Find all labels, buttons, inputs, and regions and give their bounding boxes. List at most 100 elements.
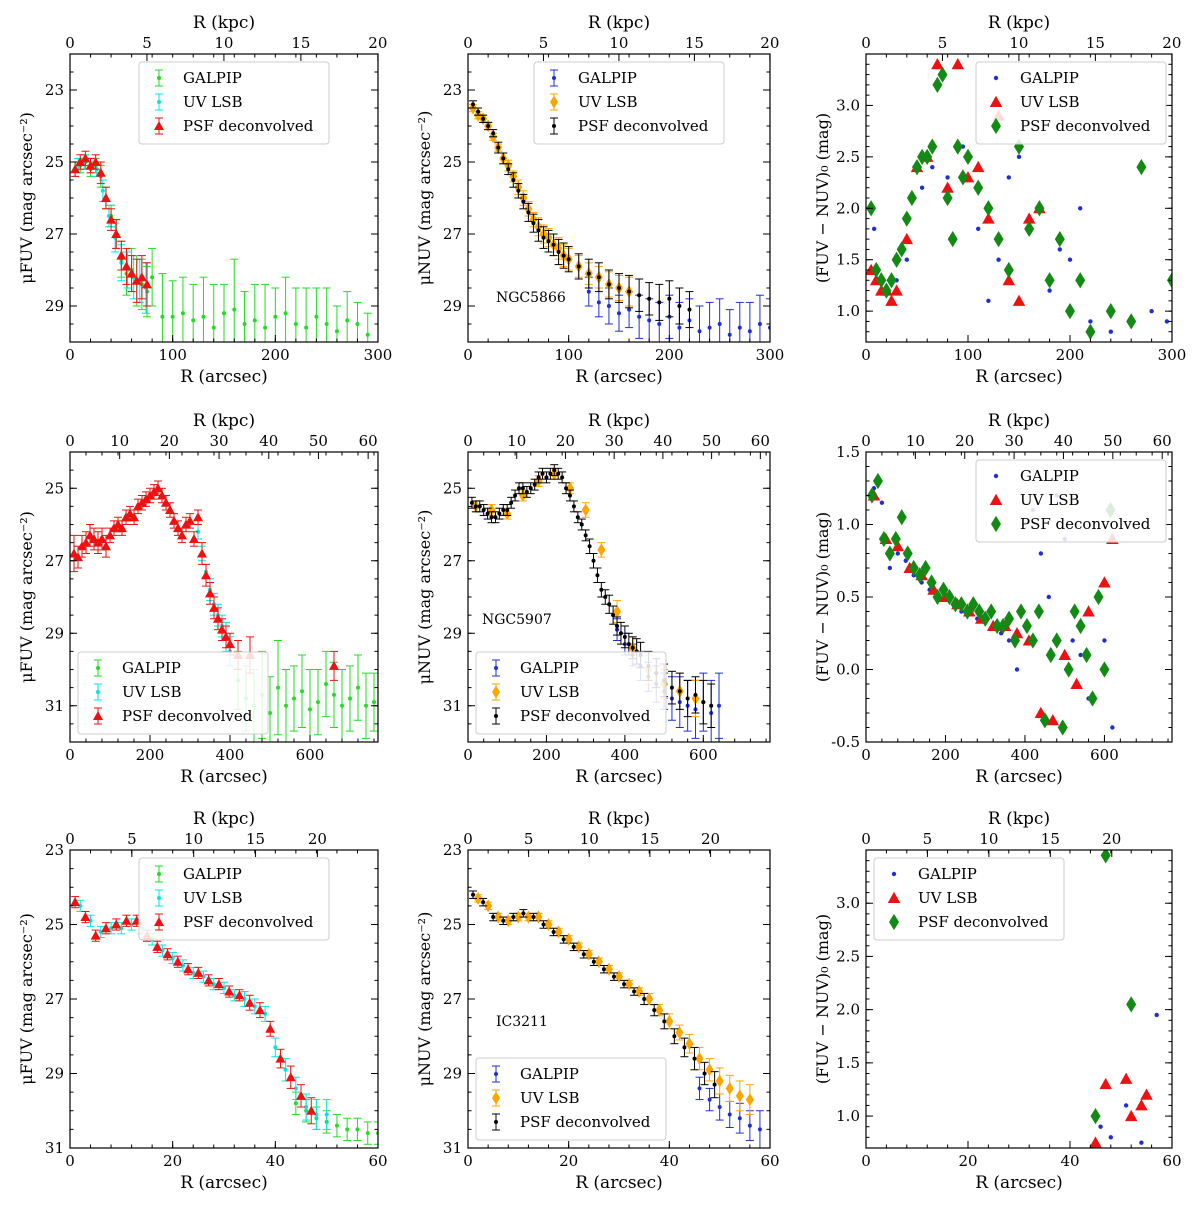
- legend-label: GALPIP: [183, 865, 242, 883]
- data-point: [242, 322, 247, 326]
- data-point: [596, 300, 601, 305]
- data-point: [581, 952, 586, 957]
- data-point: [1006, 638, 1012, 643]
- x-axis-label: R (arcsec): [180, 767, 268, 787]
- plot-area: [866, 472, 1119, 736]
- data-point: [232, 307, 237, 312]
- top-tick-label: 0: [861, 830, 871, 848]
- x-tick-label: 400: [611, 746, 640, 764]
- top-tick-label: 15: [1086, 34, 1105, 52]
- data-point: [1098, 1124, 1103, 1129]
- data-point: [276, 685, 280, 690]
- data-point: [1164, 319, 1170, 324]
- top-tick-label: 10: [1009, 34, 1028, 52]
- data-point: [1006, 175, 1011, 180]
- data-point: [575, 515, 580, 520]
- data-point: [927, 138, 938, 155]
- data-point: [536, 475, 541, 480]
- y-axis-label: (FUV − NUV)₀ (mag): [813, 512, 832, 682]
- data-point: [1124, 1109, 1138, 1122]
- x-axis-label: R (arcsec): [975, 1173, 1063, 1193]
- panel-6: 0 200 400 600 0 10 20 30 40 50 60 -0.5 0.0 0.5 1.0 1.5 R…: [813, 411, 1173, 787]
- x-tick-label: 0: [463, 746, 473, 764]
- y-tick-label: 29: [45, 1065, 64, 1083]
- data-point: [1140, 1088, 1153, 1100]
- series-psf-deconvolved: [469, 100, 694, 329]
- y-tick-label: 3.0: [836, 96, 860, 114]
- data-point: [675, 1026, 684, 1040]
- data-point: [957, 169, 968, 186]
- legend-label: GALPIP: [183, 69, 242, 87]
- data-point: [906, 189, 917, 207]
- data-point: [642, 997, 647, 1001]
- data-point: [556, 250, 561, 254]
- data-point: [1110, 725, 1115, 730]
- legend-label: UV LSB: [1020, 93, 1080, 111]
- data-point: [567, 493, 572, 498]
- top-axis-label: R (kpc): [588, 13, 650, 33]
- data-point: [332, 692, 336, 697]
- data-point: [324, 682, 328, 686]
- top-tick-label: 20: [556, 432, 575, 450]
- data-point: [871, 226, 877, 232]
- y-tick-label: 25: [443, 916, 462, 934]
- data-point: [866, 487, 877, 504]
- data-point: [551, 242, 556, 247]
- top-tick-label: 20: [955, 432, 974, 450]
- y-tick-label: 2.5: [836, 947, 860, 965]
- data-point: [956, 596, 967, 613]
- data-point: [747, 329, 752, 334]
- data-point: [596, 275, 601, 280]
- x-tick-label: 0: [861, 346, 871, 364]
- data-point: [615, 624, 620, 628]
- data-point: [252, 318, 257, 323]
- data-point: [285, 1072, 296, 1082]
- data-point: [695, 1052, 704, 1066]
- legend-label: UV LSB: [520, 1089, 580, 1107]
- data-point: [1016, 154, 1022, 160]
- top-tick-label: 20: [701, 830, 720, 848]
- data-point: [709, 703, 714, 708]
- data-point: [993, 231, 1004, 248]
- data-point: [627, 289, 632, 294]
- top-tick-label: 20: [308, 830, 327, 848]
- top-axis-label: R (kpc): [193, 13, 255, 33]
- data-point: [586, 289, 591, 294]
- top-axis-label: R (kpc): [988, 809, 1050, 829]
- y-tick-label: 29: [45, 297, 64, 315]
- legend-box: [77, 651, 269, 735]
- x-tick-label: 200: [931, 746, 960, 764]
- top-tick-label: 0: [463, 34, 473, 52]
- data-point: [308, 707, 312, 712]
- x-tick-label: 100: [554, 346, 583, 364]
- data-point: [1098, 576, 1111, 588]
- top-tick-label: 60: [1153, 432, 1172, 450]
- plot-area: [468, 464, 724, 742]
- data-point: [617, 286, 621, 290]
- legend-marker: [494, 1120, 498, 1124]
- data-point: [183, 964, 194, 974]
- data-point: [591, 959, 596, 964]
- legend-label: PSF deconvolved: [183, 913, 314, 931]
- data-point: [942, 189, 953, 207]
- legend-box: [138, 61, 330, 145]
- data-point: [932, 76, 943, 93]
- top-tick-label: 5: [142, 34, 152, 52]
- legend-marker: [157, 872, 161, 876]
- series-galpip: [1098, 1012, 1159, 1145]
- data-point: [221, 631, 231, 641]
- top-tick-label: 50: [1103, 432, 1122, 450]
- legend: GALPIP UV LSB PSF deconvolved: [77, 651, 269, 735]
- data-point: [615, 970, 623, 984]
- data-point: [1090, 1107, 1101, 1125]
- data-point: [273, 1045, 278, 1050]
- top-tick-label: 10: [184, 830, 203, 848]
- x-tick-label: 200: [261, 346, 290, 364]
- data-point: [516, 486, 521, 491]
- data-point: [1093, 588, 1104, 606]
- data-point: [491, 131, 496, 136]
- plot-area: [1089, 850, 1159, 1148]
- y-tick-label: 23: [45, 81, 64, 99]
- top-tick-label: 0: [65, 34, 75, 52]
- data-point: [980, 610, 991, 627]
